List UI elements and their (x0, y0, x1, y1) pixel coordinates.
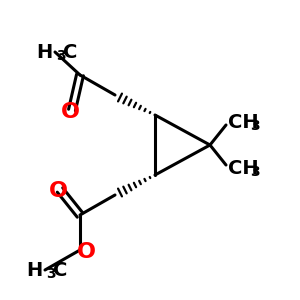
Text: CH: CH (228, 112, 259, 131)
Text: O: O (76, 242, 95, 262)
Text: O: O (61, 102, 80, 122)
Text: O: O (49, 181, 68, 201)
Text: C: C (53, 260, 68, 280)
Text: H: H (37, 43, 53, 61)
Text: 3: 3 (46, 267, 56, 281)
Text: H: H (27, 260, 43, 280)
Text: 3: 3 (250, 165, 260, 179)
Text: 3: 3 (250, 119, 260, 133)
Text: C: C (63, 43, 77, 61)
Text: CH: CH (228, 158, 259, 178)
Text: 3: 3 (56, 49, 66, 63)
